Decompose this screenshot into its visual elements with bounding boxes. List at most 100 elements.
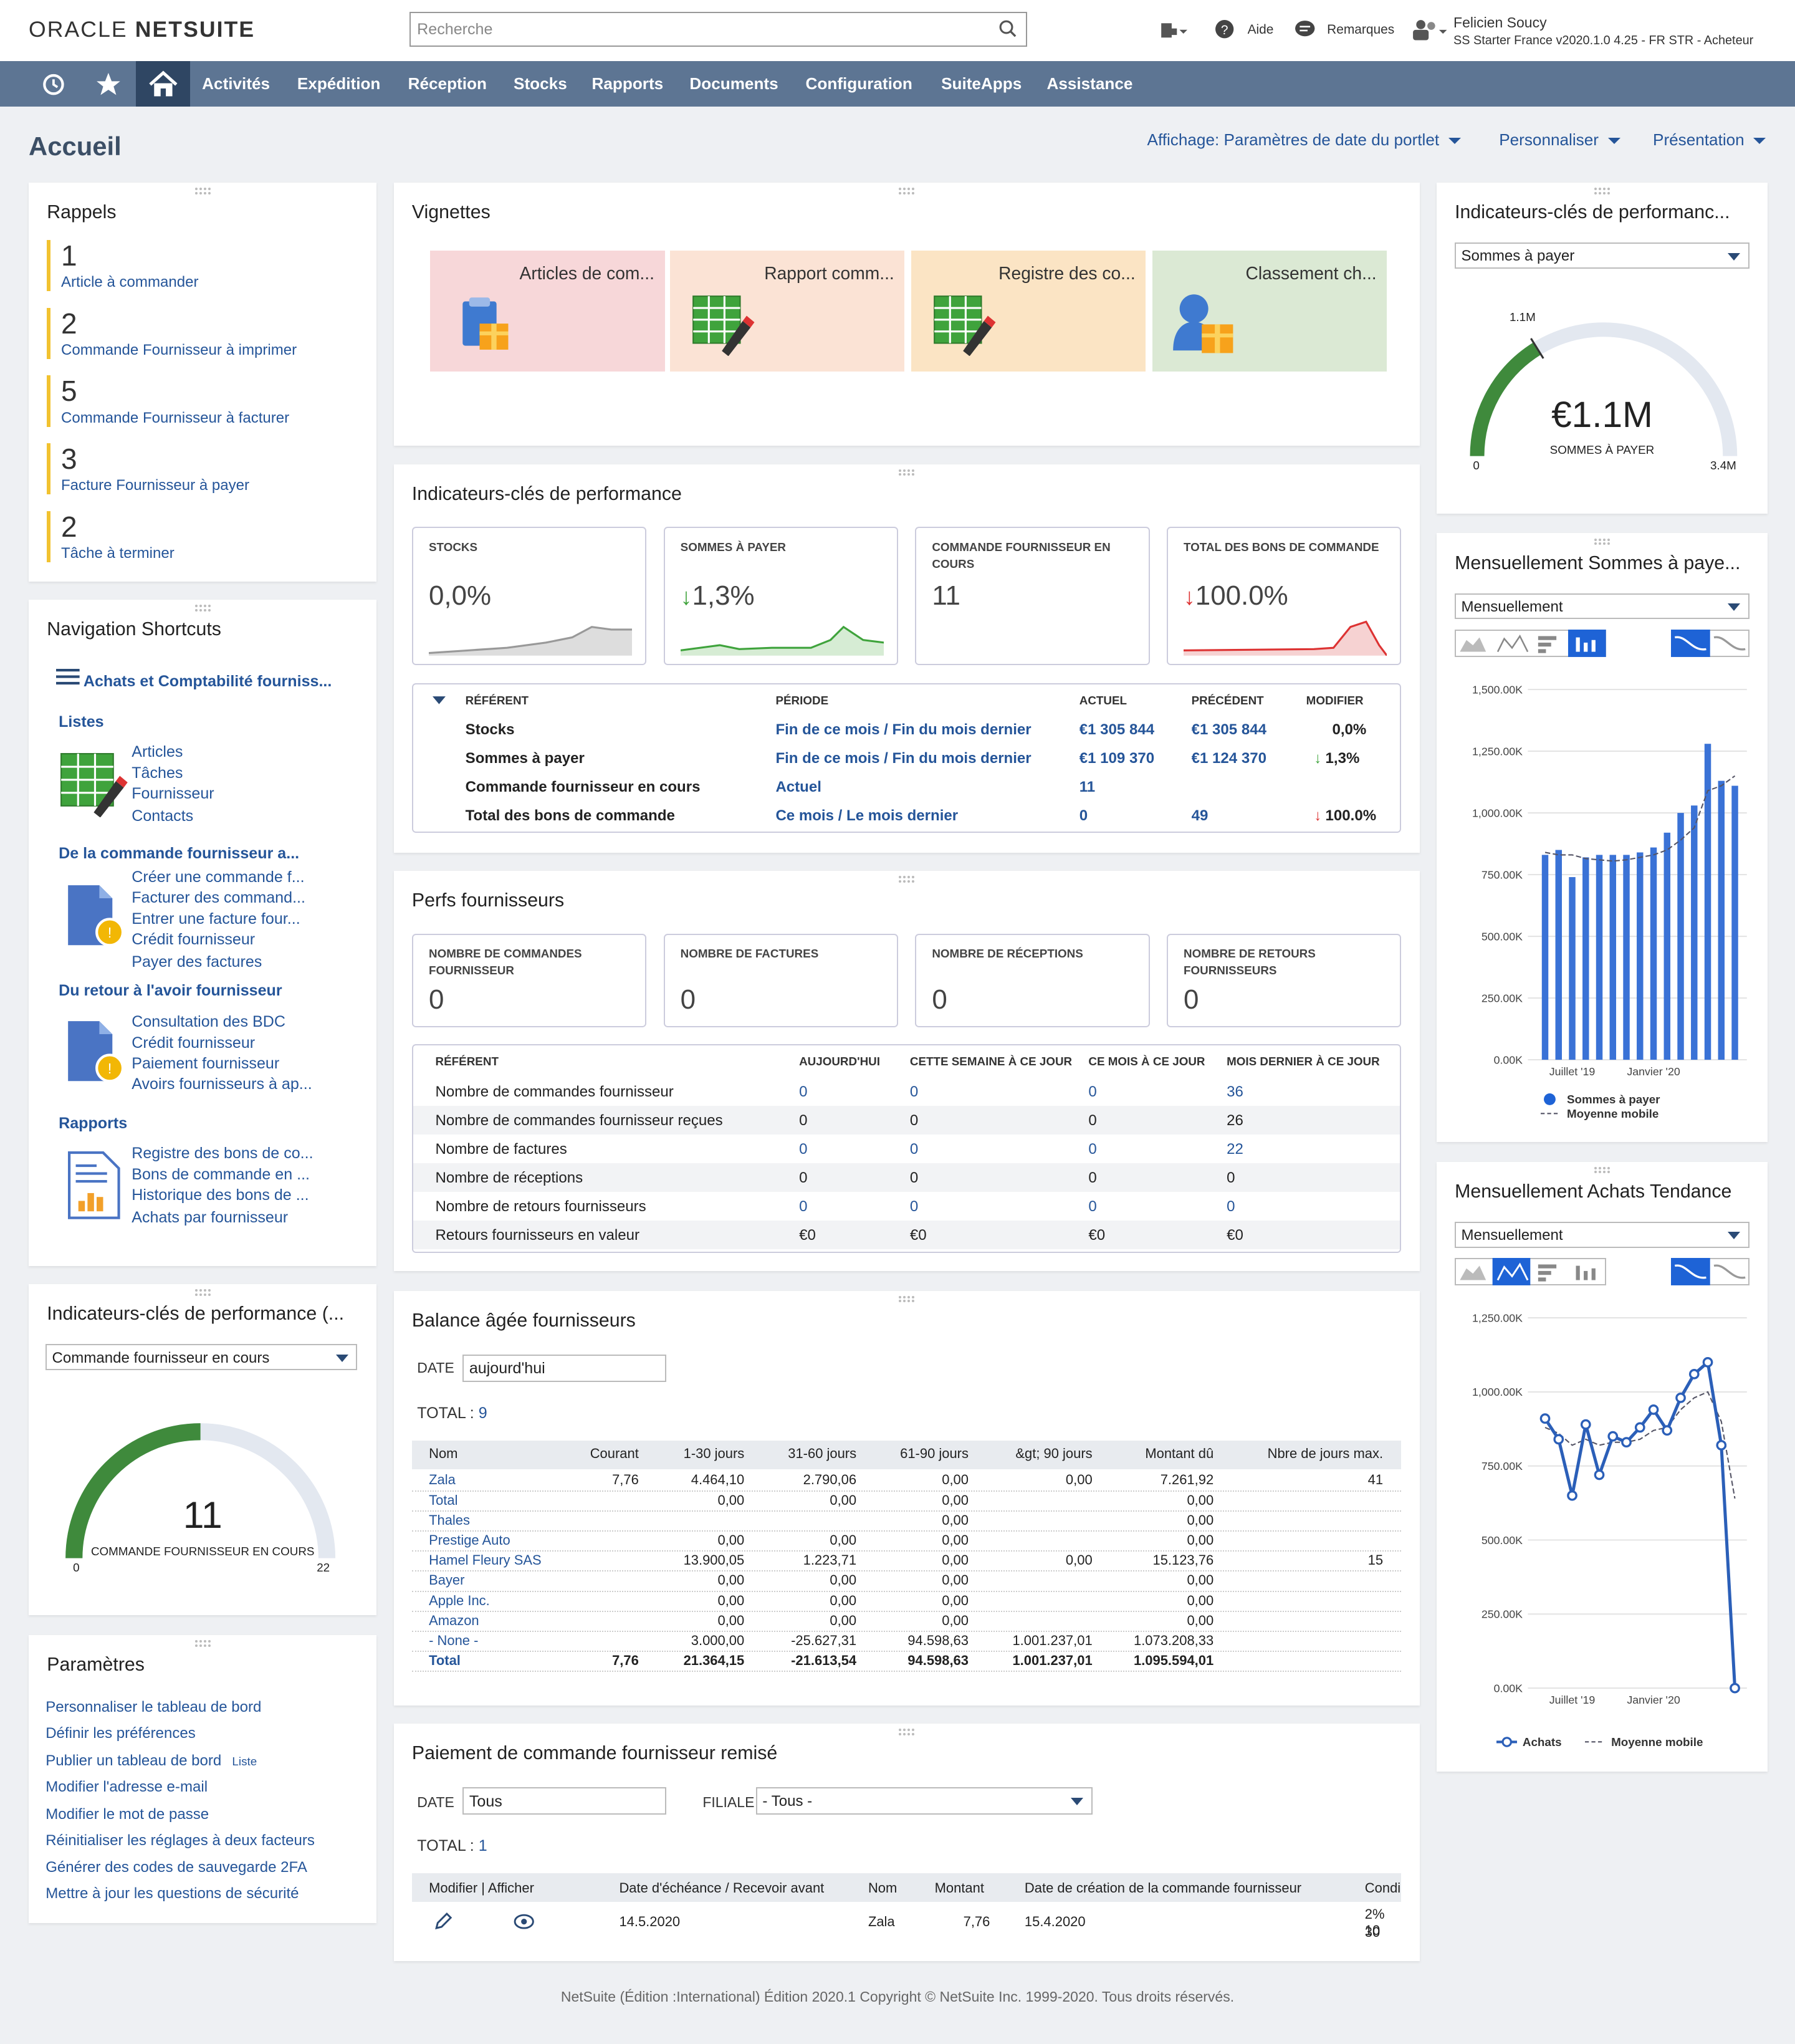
- col-header[interactable]: Date d'échéance / Recevoir avant: [619, 1879, 825, 1896]
- user-menu[interactable]: Felicien Soucy SS Starter France v2020.1.…: [1453, 14, 1754, 48]
- legend-item[interactable]: Sommes à payer: [1566, 1092, 1660, 1106]
- nav-item[interactable]: Rapports: [591, 74, 664, 94]
- col-header[interactable]: Nbre de jours max.: [1267, 1446, 1384, 1462]
- collapse-icon[interactable]: [433, 695, 446, 706]
- trend-off-icon[interactable]: [1713, 1264, 1746, 1279]
- previous-value[interactable]: €1 124 370: [1191, 749, 1266, 767]
- vendor-link[interactable]: Hamel Fleury SAS: [429, 1552, 542, 1568]
- bar[interactable]: [1541, 855, 1549, 1060]
- recent-records-icon[interactable]: [1159, 19, 1188, 43]
- vendor-link[interactable]: Thales: [429, 1512, 470, 1528]
- data-point[interactable]: [1594, 1469, 1605, 1480]
- feedback-link[interactable]: Remarques: [1327, 22, 1395, 37]
- col-header[interactable]: &gt; 90 jours: [1015, 1446, 1093, 1462]
- current-value[interactable]: 0: [1079, 807, 1088, 824]
- shortcut-link[interactable]: Contacts: [132, 807, 194, 825]
- feedback-icon[interactable]: [1295, 19, 1315, 39]
- nav-item[interactable]: Configuration: [805, 74, 912, 94]
- drag-handle[interactable]: [899, 188, 915, 194]
- data-point[interactable]: [1716, 1440, 1726, 1451]
- current-value[interactable]: 11: [1079, 778, 1096, 795]
- bar[interactable]: [1677, 813, 1684, 1060]
- help-icon[interactable]: ?: [1215, 19, 1234, 39]
- legend-item[interactable]: Moyenne mobile: [1566, 1106, 1659, 1120]
- role-switch-icon[interactable]: [1412, 18, 1448, 42]
- menu-icon[interactable]: [55, 668, 80, 686]
- col-header[interactable]: Montant: [934, 1879, 984, 1896]
- settings-link[interactable]: Générer des codes de sauvegarde 2FA: [45, 1859, 307, 1876]
- perf-card[interactable]: NOMBRE DE RÉCEPTIONS 0: [915, 933, 1150, 1028]
- perf-card[interactable]: NOMBRE DE FACTURES 0: [663, 933, 899, 1028]
- period-cell[interactable]: Actuel: [775, 778, 821, 795]
- search-input[interactable]: Recherche: [409, 11, 1028, 47]
- col-header[interactable]: 31-60 jours: [788, 1446, 857, 1462]
- kpi-card[interactable]: TOTAL DES BONS DE COMMANDE ↓100.0%: [1166, 526, 1402, 665]
- cell[interactable]: 0: [909, 1083, 919, 1101]
- shortcut-link[interactable]: Achats par fournisseur: [132, 1208, 289, 1226]
- period-cell[interactable]: Ce mois / Le mois dernier: [775, 807, 959, 824]
- cell[interactable]: 36: [1227, 1083, 1243, 1101]
- drag-handle[interactable]: [1594, 538, 1610, 545]
- data-point[interactable]: [1675, 1393, 1686, 1404]
- bar[interactable]: [1718, 780, 1725, 1060]
- cell[interactable]: 0: [799, 1198, 808, 1216]
- shortcut-link[interactable]: Avoirs fournisseurs à ap...: [132, 1075, 312, 1093]
- stacked-bar-icon[interactable]: [1538, 636, 1557, 653]
- data-point[interactable]: [1634, 1422, 1645, 1433]
- drag-handle[interactable]: [899, 1729, 915, 1735]
- nav-item[interactable]: Réception: [408, 74, 487, 94]
- bar[interactable]: [1555, 850, 1562, 1060]
- data-point[interactable]: [1607, 1431, 1618, 1442]
- cell[interactable]: 0: [1088, 1141, 1097, 1158]
- col-header[interactable]: 1-30 jours: [683, 1446, 745, 1462]
- shortcut-link[interactable]: Facturer des command...: [132, 889, 305, 907]
- settings-link[interactable]: Personnaliser le tableau de bord: [45, 1699, 262, 1716]
- drag-handle[interactable]: [194, 1640, 211, 1647]
- shortcut-link[interactable]: Créer une commande f...: [132, 868, 305, 886]
- reminder-item[interactable]: 2 Tâche à terminer: [47, 511, 360, 563]
- shortcut-link[interactable]: Crédit fournisseur: [132, 931, 256, 949]
- data-point[interactable]: [1553, 1434, 1564, 1445]
- col-header[interactable]: Nom: [868, 1879, 897, 1896]
- nav-item[interactable]: Stocks: [514, 74, 567, 94]
- reminder-item[interactable]: 5 Commande Fournisseur à facturer: [47, 375, 360, 427]
- kpi-card[interactable]: SOMMES À PAYER ↓1,3%: [663, 526, 899, 665]
- legend-item[interactable]: Achats: [1522, 1735, 1562, 1749]
- bar[interactable]: [1569, 877, 1576, 1060]
- col-header[interactable]: 61-90 jours: [900, 1446, 969, 1462]
- drag-handle[interactable]: [1594, 1166, 1610, 1174]
- reminder-item[interactable]: 2 Commande Fournisseur à imprimer: [47, 307, 360, 359]
- shortcut-link[interactable]: Bons de commande en ...: [132, 1165, 310, 1183]
- col-header[interactable]: Montant dû: [1145, 1446, 1214, 1462]
- column-chart-icon[interactable]: [1576, 1265, 1596, 1280]
- drag-handle[interactable]: [194, 1289, 211, 1296]
- drag-handle[interactable]: [899, 1295, 915, 1303]
- bar[interactable]: [1663, 833, 1670, 1060]
- trend-on-icon[interactable]: [1671, 630, 1711, 658]
- shortcut-group[interactable]: Achats et Comptabilité fourniss...: [83, 673, 332, 691]
- shortcut-link[interactable]: Historique des bons de ...: [132, 1186, 309, 1204]
- line-chart-icon[interactable]: [1492, 1258, 1531, 1286]
- cell[interactable]: 0: [799, 1083, 808, 1101]
- shortcut-link[interactable]: Consultation des BDC: [132, 1013, 285, 1031]
- cell[interactable]: 0: [799, 1141, 808, 1158]
- cell[interactable]: 0: [1227, 1198, 1235, 1216]
- period-cell[interactable]: Fin de ce mois / Fin du mois dernier: [775, 721, 1032, 738]
- shortcut-link[interactable]: Entrer une facture four...: [132, 909, 300, 928]
- shortcut-link[interactable]: Fournisseur: [132, 785, 214, 803]
- bar[interactable]: [1731, 785, 1738, 1060]
- cell[interactable]: 0: [909, 1198, 919, 1216]
- tile-report[interactable]: Rapport comm...: [670, 250, 905, 372]
- customize-dropdown[interactable]: Personnaliser: [1499, 130, 1620, 150]
- cell[interactable]: 0: [1088, 1198, 1097, 1216]
- drag-handle[interactable]: [194, 188, 211, 194]
- view-dropdown[interactable]: Affichage: Paramètres de date du portlet: [1147, 130, 1461, 150]
- tile-ranking[interactable]: Classement ch...: [1152, 250, 1387, 372]
- subsidiary-select[interactable]: - Tous -: [756, 1787, 1093, 1815]
- period-select[interactable]: Mensuellement: [1455, 593, 1750, 620]
- data-point[interactable]: [1702, 1357, 1713, 1368]
- col-header[interactable]: Condi: [1364, 1879, 1401, 1896]
- shortcut-link[interactable]: Paiement fournisseur: [132, 1055, 280, 1073]
- vendor-link[interactable]: Total: [429, 1492, 458, 1508]
- previous-value[interactable]: €1 305 844: [1191, 721, 1266, 738]
